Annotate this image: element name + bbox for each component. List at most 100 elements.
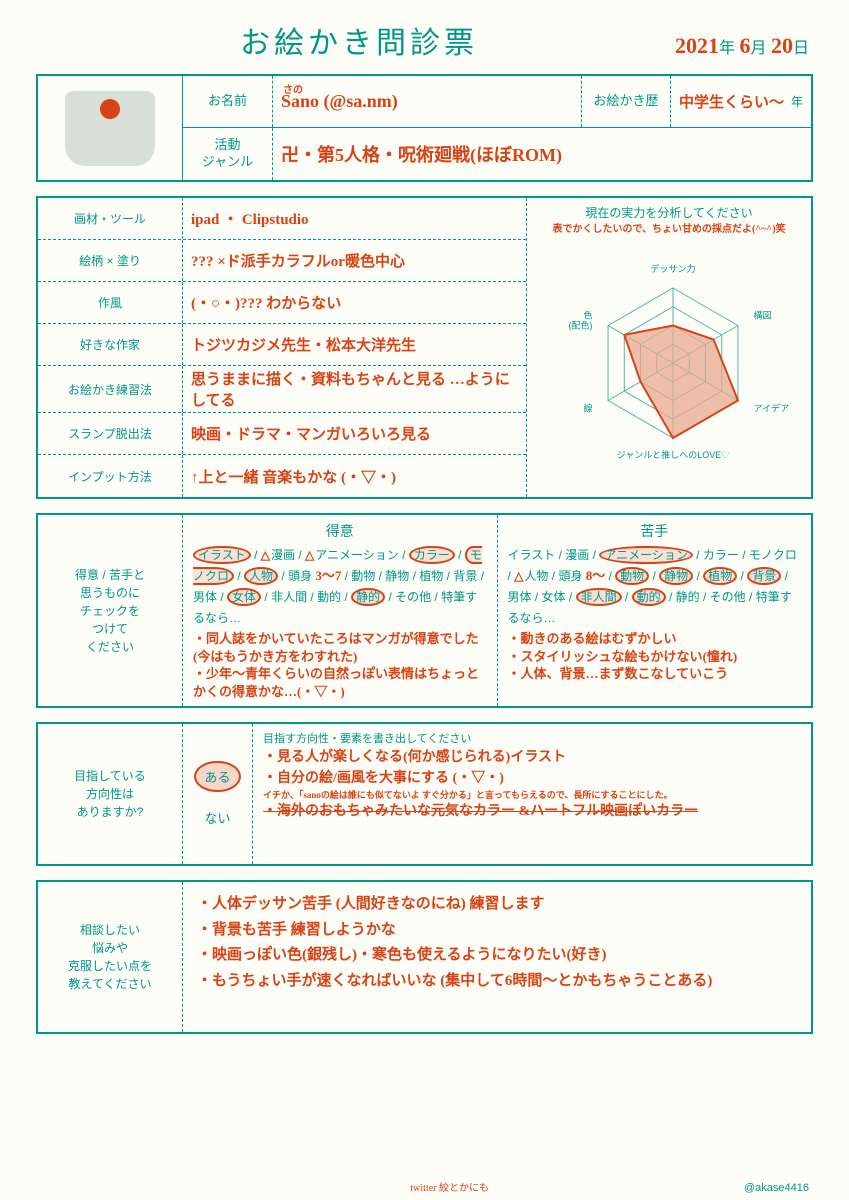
mid-row-value: ??? ×ド派手カラフルor暖色中心 — [183, 240, 526, 281]
mid-row-value: トジツカジメ先生・松本大洋先生 — [183, 324, 526, 365]
analysis-panel: 現在の実力を分析してください 表でかくしたいので、ちょい甘めの採点だよ(^~^)… — [526, 198, 811, 497]
tag: 動物 — [615, 567, 649, 585]
bad-tags: イラスト / 漫画 / アニメーション / カラー / モノクロ / 人物 / … — [508, 545, 802, 628]
tag: 非人間 — [576, 588, 622, 606]
consult-label: 相談したい 悩みや 克服したい点を 教えてください — [38, 882, 183, 1032]
tag: 静物 — [659, 567, 693, 585]
good-col: 得意 イラスト / 漫画 / アニメーション / カラー / モノクロ / 人物… — [183, 515, 498, 706]
tag: 人物 — [514, 569, 548, 583]
mid-block: 画材・ツールipad ・ Clipstudio絵柄 × 塗り??? ×ド派手カラ… — [36, 196, 813, 499]
tag: 漫画 — [565, 548, 589, 562]
analysis-top-note: 表でかくしたいので、ちょい甘めの採点だよ(^~^)笑 — [533, 224, 805, 236]
mid-row-value: 思うままに描く・資料もちゃんと見る …ようにしてる — [183, 366, 526, 412]
tag: 静的 — [351, 588, 385, 606]
genre-value: 卍・第5人格・呪術廻戦(ほぼROM) — [273, 128, 811, 180]
tag: 背景 — [747, 567, 781, 585]
consult-notes: ・人体デッサン苦手 (人間好きなのにね) 練習します ・背景も苦手 練習しようか… — [183, 882, 811, 1032]
tag: その他 — [710, 590, 746, 604]
mid-row: お絵かき練習法思うままに描く・資料もちゃんと見る …ようにしてる — [38, 366, 526, 413]
credit: @akase4416 — [744, 1182, 809, 1194]
analysis-title: 現在の実力を分析してください — [533, 204, 805, 221]
good-head: 得意 — [193, 521, 487, 541]
direction-body: 目指す方向性・要素を書き出してください ・見る人が楽しくなる(何か感じられる)イ… — [253, 724, 811, 864]
mid-row-label: 画材・ツール — [38, 198, 183, 239]
tag: 頭身 — [288, 569, 312, 583]
radar-chart: デッサン力構図アイデアジャンルと推しへのLOVE♡ 線 色(配色) — [533, 238, 805, 488]
tag: カラー — [703, 548, 739, 562]
direction-yes[interactable]: ある — [194, 761, 240, 792]
mid-row-value: (・○・)??? わからない — [183, 282, 526, 323]
tag: アニメーション — [599, 546, 693, 564]
header-block: お名前 さの Sano (@sa.nm) お絵かき歴 中学生くらい〜 年 活動 … — [36, 74, 813, 182]
tag: 静的 — [676, 590, 700, 604]
credit-note: twitter 絞とかにも — [410, 1179, 489, 1194]
tag: 植物 — [703, 567, 737, 585]
direction-block: 目指している 方向性は ありますか? ある ない 目指す方向性・要素を書き出して… — [36, 722, 813, 866]
mid-row: 好きな作家トジツカジメ先生・松本大洋先生 — [38, 324, 526, 366]
consult-block: 相談したい 悩みや 克服したい点を 教えてください ・人体デッサン苦手 (人間好… — [36, 880, 813, 1034]
mid-row-value: ipad ・ Clipstudio — [183, 198, 526, 239]
mid-row: 画材・ツールipad ・ Clipstudio — [38, 198, 526, 240]
bad-notes: ・動きのある絵はむずかしい ・スタイリッシュな絵もかけない(憧れ) ・人体、背景… — [508, 630, 802, 683]
name-label: お名前 — [183, 76, 273, 127]
tag: カラー — [409, 546, 455, 564]
svg-text:線: 線 — [583, 403, 592, 414]
good-tags: イラスト / 漫画 / アニメーション / カラー / モノクロ / 人物 / … — [193, 545, 487, 628]
tag: モノクロ — [749, 548, 797, 562]
tag: その他 — [395, 590, 431, 604]
tag: 背景 — [453, 569, 477, 583]
mid-row: スランプ脱出法映画・ドラマ・マンガいろいろ見る — [38, 413, 526, 455]
tag: 頭身 — [558, 569, 582, 583]
direction-label: 目指している 方向性は ありますか? — [38, 724, 183, 864]
good-notes: ・同人誌をかいていたころはマンガが得意でした(今はもうかき方をわすれた) ・少年… — [193, 630, 487, 700]
tag: 男体 — [508, 590, 532, 604]
goodbad-label: 得意 / 苦手と 思うものに チェックを つけて ください — [38, 515, 183, 706]
tag: 植物 — [419, 569, 443, 583]
tag: アニメーション — [305, 548, 399, 562]
direction-notes: ・見る人が楽しくなる(何か感じられる)イラスト ・自分の絵/画風を大事にする (… — [263, 748, 801, 822]
tag: 静物 — [385, 569, 409, 583]
avatar-icon — [65, 91, 155, 166]
direction-no[interactable]: ない — [204, 808, 230, 827]
tag: 女体 — [227, 588, 261, 606]
page-title: お絵かき問診票 — [240, 18, 478, 62]
mid-row-value: ↑上と一緒 音楽もかな (・▽・) — [183, 455, 526, 497]
date: 2021年 6月 20日 — [675, 33, 809, 59]
history-value: 中学生くらい〜 年 — [671, 76, 811, 127]
direction-options: ある ない — [183, 724, 253, 864]
mid-row: 絵柄 × 塗り??? ×ド派手カラフルor暖色中心 — [38, 240, 526, 282]
tag: 男体 — [193, 590, 217, 604]
mid-row-label: 好きな作家 — [38, 324, 183, 365]
tag: 非人間 — [271, 590, 307, 604]
mid-left: 画材・ツールipad ・ Clipstudio絵柄 × 塗り??? ×ド派手カラ… — [38, 198, 526, 497]
tag: 漫画 — [261, 548, 295, 562]
tag: イラスト — [193, 546, 251, 564]
genre-label: 活動 ジャンル — [183, 128, 273, 180]
mid-row-label: スランプ脱出法 — [38, 413, 183, 454]
svg-text:アイデア: アイデア — [754, 403, 790, 414]
mid-row-label: お絵かき練習法 — [38, 366, 183, 412]
svg-text:構図: 構図 — [754, 310, 772, 321]
mid-row-label: 作風 — [38, 282, 183, 323]
tag: 動的 — [317, 590, 341, 604]
mid-row: インプット方法↑上と一緒 音楽もかな (・▽・) — [38, 455, 526, 497]
tag: 女体 — [542, 590, 566, 604]
avatar-cell — [38, 76, 183, 180]
history-label: お絵かき歴 — [581, 76, 671, 127]
mid-row-label: インプット方法 — [38, 455, 183, 497]
title-row: お絵かき問診票 2021年 6月 20日 — [0, 0, 849, 70]
bad-head: 苦手 — [508, 521, 802, 541]
svg-text:ジャンルと推しへのLOVE♡: ジャンルと推しへのLOVE♡ — [617, 449, 730, 460]
bad-col: 苦手 イラスト / 漫画 / アニメーション / カラー / モノクロ / 人物… — [498, 515, 812, 706]
tag: 動物 — [351, 569, 375, 583]
tag: 動的 — [632, 588, 666, 606]
tag: イラスト — [508, 548, 556, 562]
mid-row-value: 映画・ドラマ・マンガいろいろ見る — [183, 413, 526, 454]
goodbad-block: 得意 / 苦手と 思うものに チェックを つけて ください 得意 イラスト / … — [36, 513, 813, 708]
svg-text:デッサン力: デッサン力 — [650, 263, 695, 274]
mid-row: 作風(・○・)??? わからない — [38, 282, 526, 324]
tag: 人物 — [244, 567, 278, 585]
svg-text:色(配色): 色(配色) — [568, 310, 592, 331]
name-value: さの Sano (@sa.nm) — [273, 76, 581, 127]
mid-row-label: 絵柄 × 塗り — [38, 240, 183, 281]
